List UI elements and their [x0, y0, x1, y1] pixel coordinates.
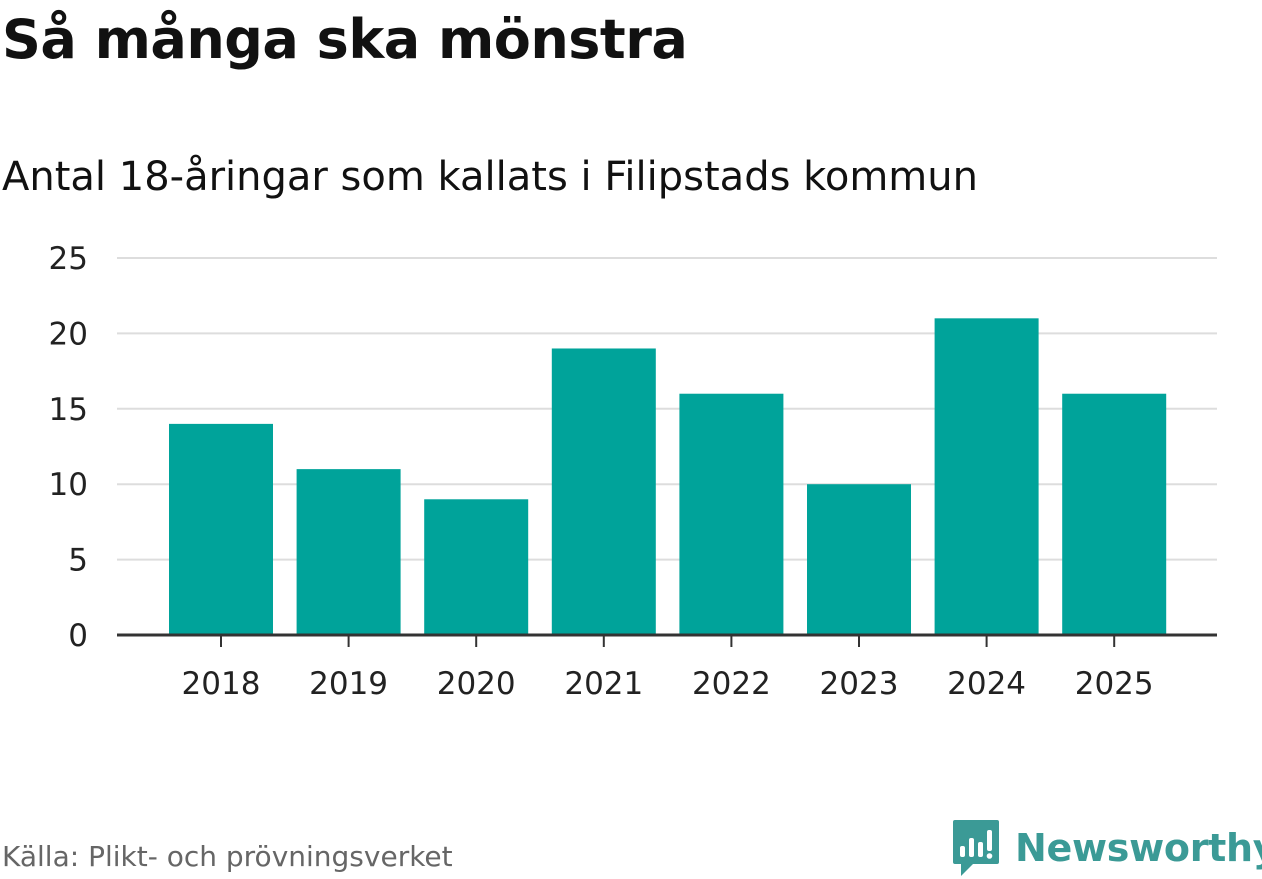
x-tick-label: 2024: [947, 666, 1026, 702]
brand-logo: Newsworthy: [951, 818, 1262, 878]
bar-2024: [934, 318, 1039, 635]
x-tick-label: 2023: [820, 666, 899, 702]
y-tick-label: 5: [68, 543, 88, 579]
bars: [169, 318, 1167, 635]
bar-2023: [807, 484, 911, 635]
y-tick-label: 0: [68, 618, 88, 654]
bar-2025: [1062, 393, 1167, 635]
x-tick-label: 2025: [1075, 666, 1154, 702]
x-tick-label: 2022: [692, 666, 771, 702]
chart-subtitle: Antal 18-åringar som kallats i Filipstad…: [2, 154, 978, 200]
bar-2020: [424, 499, 529, 635]
y-tick-label: 20: [49, 316, 88, 352]
bar-2022: [679, 393, 784, 635]
y-tick-label: 15: [49, 392, 88, 428]
x-axis-ticks: 2018 2019 2020 2021 2022 2023 2024 2025: [182, 635, 1154, 702]
bar-2019: [296, 469, 401, 635]
y-tick-label: 25: [49, 241, 88, 277]
chart-title: Så många ska mönstra: [2, 8, 688, 71]
x-tick-label: 2018: [182, 666, 261, 702]
x-tick-label: 2020: [437, 666, 516, 702]
bar-2021: [551, 348, 656, 635]
source-note: Källa: Plikt- och prövningsverket: [2, 840, 453, 873]
y-tick-label: 10: [49, 467, 88, 503]
x-tick-label: 2019: [309, 666, 388, 702]
newsworthy-logo-icon: [953, 820, 999, 876]
y-axis-ticks: 0 5 10 15 20 25: [49, 241, 88, 654]
x-tick-label: 2021: [564, 666, 643, 702]
brand-name: Newsworthy: [1015, 826, 1262, 870]
bar-2018: [169, 423, 273, 635]
gridlines: [117, 257, 1217, 561]
